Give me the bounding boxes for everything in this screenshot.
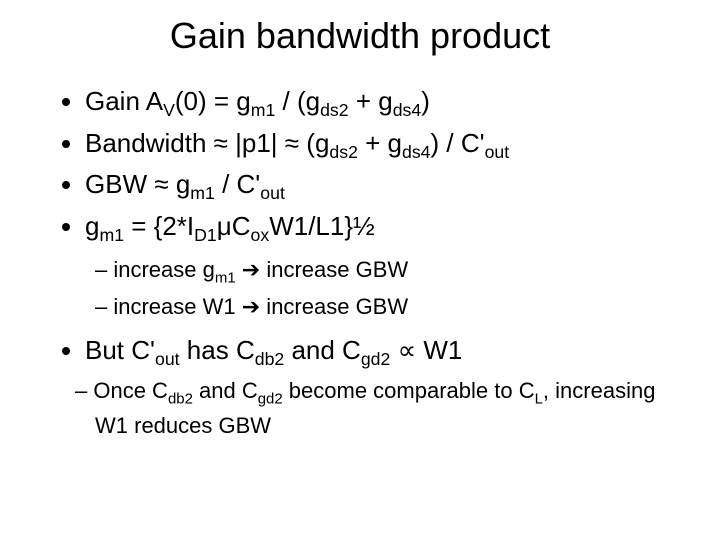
subscript: db2 — [168, 391, 193, 408]
bullet-gm1: gm1 = {2*ID1μCoxW1/L1}½ increase gm1 ➔ i… — [85, 207, 680, 323]
text: Once C — [93, 378, 168, 403]
text: ) / C' — [431, 128, 485, 158]
subscript: db2 — [255, 349, 285, 369]
text: + g — [358, 128, 402, 158]
bullet-list: Gain AV(0) = gm1 / (gds2 + gds4) Bandwid… — [40, 82, 680, 442]
text: has C — [180, 335, 255, 365]
text: become comparable to C — [283, 378, 535, 403]
text: = {2*I — [124, 211, 194, 241]
sub-list-1: increase gm1 ➔ increase GBW increase W1 … — [85, 253, 680, 323]
text: increase g — [113, 257, 215, 282]
text: ∝ W1 — [390, 335, 462, 365]
text: W1/L1}½ — [269, 211, 375, 241]
subscript: m1 — [251, 100, 276, 120]
subscript: out — [260, 184, 285, 204]
subscript: D1 — [194, 225, 217, 245]
text: Gain A — [85, 86, 163, 116]
subscript: m1 — [215, 269, 236, 286]
subscript: gd2 — [258, 391, 283, 408]
bullet-gain: Gain AV(0) = gm1 / (gds2 + gds4) — [85, 82, 680, 124]
subscript: L — [535, 391, 543, 408]
text: and C — [284, 335, 361, 365]
text: ) — [421, 86, 430, 116]
arrow-icon: ➔ — [242, 294, 260, 319]
text: (0) = g — [175, 86, 251, 116]
subscript: m1 — [99, 225, 124, 245]
sub-list-2: Once Cdb2 and Cgd2 become comparable to … — [85, 376, 680, 441]
subscript: ox — [251, 225, 270, 245]
text: g — [85, 211, 99, 241]
text: + g — [349, 86, 393, 116]
subscript: ds4 — [402, 142, 431, 162]
subscript: out — [155, 349, 180, 369]
text: increase GBW — [260, 257, 408, 282]
sub-once-comparable: Once Cdb2 and Cgd2 become comparable to … — [95, 376, 680, 441]
subscript: ds4 — [393, 100, 422, 120]
text: Bandwidth ≈ |p1| ≈ (g — [85, 128, 329, 158]
subscript: ds2 — [329, 142, 358, 162]
text: / (g — [275, 86, 320, 116]
sub-increase-w1: increase W1 ➔ increase GBW — [115, 290, 680, 323]
bullet-but-cout: But C'out has Cdb2 and Cgd2 ∝ W1 Once Cd… — [85, 331, 680, 442]
text: increase W1 — [113, 294, 241, 319]
bullet-bandwidth: Bandwidth ≈ |p1| ≈ (gds2 + gds4) / C'out — [85, 124, 680, 166]
text: increase GBW — [260, 294, 408, 319]
text: GBW ≈ g — [85, 169, 190, 199]
slide: Gain bandwidth product Gain AV(0) = gm1 … — [0, 0, 720, 540]
text: and C — [193, 378, 258, 403]
text: μC — [217, 211, 251, 241]
subscript: V — [163, 100, 175, 120]
arrow-icon: ➔ — [242, 257, 260, 282]
slide-title: Gain bandwidth product — [40, 15, 680, 57]
subscript: out — [485, 142, 510, 162]
bullet-gbw: GBW ≈ gm1 / C'out — [85, 165, 680, 207]
sub-increase-gm1: increase gm1 ➔ increase GBW — [115, 253, 680, 290]
text: But C' — [85, 335, 155, 365]
subscript: gd2 — [361, 349, 391, 369]
subscript: m1 — [190, 184, 215, 204]
subscript: ds2 — [320, 100, 349, 120]
text: / C' — [215, 169, 260, 199]
